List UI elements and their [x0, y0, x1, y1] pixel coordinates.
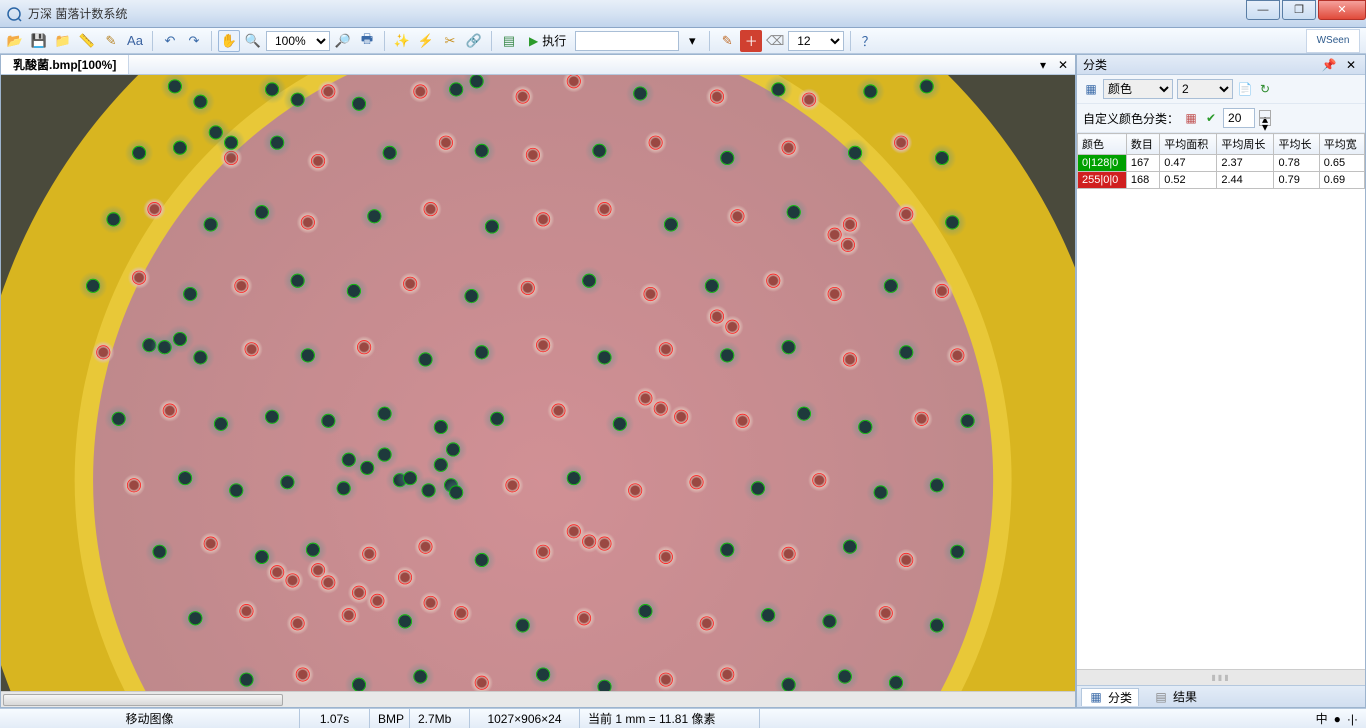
table-header[interactable]: 平均面积 — [1160, 134, 1217, 155]
separator — [709, 31, 710, 51]
separator — [152, 31, 153, 51]
open-icon[interactable]: 📂 — [4, 30, 26, 52]
redo-icon[interactable]: ↷ — [183, 30, 205, 52]
titlebar: 万深 菌落计数系统 — ❐ ✕ — [0, 0, 1366, 28]
list-icon: ▤ — [1153, 689, 1169, 705]
separator — [211, 31, 212, 51]
print-icon[interactable]: 🖶 — [356, 30, 378, 52]
pin-icon[interactable]: 📌 — [1321, 57, 1337, 73]
run-label: 执行 — [542, 32, 566, 49]
edit2-icon[interactable]: ✎ — [716, 30, 738, 52]
class-count-select[interactable]: 2 — [1177, 79, 1233, 99]
classification-table: 颜色数目平均面积平均周长平均长平均宽 0|128|01670.472.370.7… — [1077, 133, 1365, 189]
panel-title: 分类 — [1083, 56, 1107, 73]
run-button[interactable]: ▶ 执行 — [522, 30, 573, 52]
panel-close-icon[interactable]: ✕ — [1343, 57, 1359, 73]
add-icon[interactable]: ＋ — [740, 30, 762, 52]
document-tabs: 乳酸菌.bmp[100%] ▾ ✕ — [1, 55, 1075, 75]
status-filesize: 2.7Mb — [410, 709, 470, 728]
ime-indicator[interactable]: 中 ● ·|· — [1308, 710, 1366, 727]
eraser-icon[interactable]: ⌫ — [764, 30, 786, 52]
refresh-icon[interactable]: ↻ — [1257, 81, 1273, 97]
sheet-icon[interactable]: ▤ — [498, 30, 520, 52]
ruler-icon[interactable]: 📏 — [76, 30, 98, 52]
zoom-icon[interactable]: 🔍 — [242, 30, 264, 52]
table-header[interactable]: 平均宽 — [1319, 134, 1364, 155]
panel-titlebar: 分类 📌 ✕ — [1077, 55, 1365, 75]
horizontal-scrollbar[interactable] — [1, 691, 1075, 707]
table-row[interactable]: 255|0|01680.522.440.790.69 — [1078, 172, 1365, 189]
custom-value-input[interactable] — [1223, 108, 1255, 128]
close-button[interactable]: ✕ — [1318, 0, 1366, 20]
custom-row: 自定义颜色分类： ▦ ✔ ▴ ▾ — [1077, 104, 1365, 133]
measure-icon[interactable]: ✂ — [439, 30, 461, 52]
number-select[interactable]: 12 — [788, 31, 844, 51]
table-header[interactable]: 平均周长 — [1217, 134, 1274, 155]
zoom-fit-icon[interactable]: 🔎 — [332, 30, 354, 52]
dropdown-icon[interactable]: ▾ — [681, 30, 703, 52]
table-header[interactable]: 平均长 — [1274, 134, 1319, 155]
status-time: 1.07s — [300, 709, 370, 728]
copy-icon[interactable]: 📄 — [1237, 81, 1253, 97]
undo-icon[interactable]: ↶ — [159, 30, 181, 52]
document-tab[interactable]: 乳酸菌.bmp[100%] — [1, 55, 129, 74]
table-header[interactable]: 数目 — [1126, 134, 1159, 155]
check-icon[interactable]: ✔ — [1203, 110, 1219, 126]
tab-menu-icon[interactable]: ▾ — [1035, 57, 1051, 73]
ime-dot-icon: ● — [1334, 712, 1341, 726]
document-tab-label: 乳酸菌.bmp[100%] — [13, 56, 116, 73]
panel-hscrollbar[interactable] — [1077, 669, 1365, 685]
link-icon[interactable]: 🔗 — [463, 30, 485, 52]
vendor-logo: WSeen — [1306, 29, 1360, 53]
canvas-panel: 乳酸菌.bmp[100%] ▾ ✕ — [0, 54, 1076, 708]
tab-results[interactable]: ▤结果 — [1147, 688, 1203, 705]
main-area: 乳酸菌.bmp[100%] ▾ ✕ 分类 📌 ✕ — [0, 54, 1366, 708]
spin-up-icon[interactable]: ▴ — [1259, 110, 1271, 118]
tab-classification[interactable]: ▦分类 — [1081, 688, 1139, 706]
camera-open-icon[interactable]: 📁 — [52, 30, 74, 52]
table-header[interactable]: 颜色 — [1078, 134, 1127, 155]
save-icon[interactable]: 💾 — [28, 30, 50, 52]
pan-icon[interactable]: ✋ — [218, 30, 240, 52]
separator — [850, 31, 851, 51]
mode-select[interactable]: 颜色 — [1103, 79, 1173, 99]
wand-icon[interactable]: ✨ — [391, 30, 413, 52]
text-icon[interactable]: Aa — [124, 30, 146, 52]
image-canvas[interactable] — [1, 75, 1075, 691]
ime-switch-icon: ·|· — [1347, 712, 1358, 726]
spin-down-icon[interactable]: ▾ — [1259, 118, 1271, 126]
wand2-icon[interactable]: ⚡ — [415, 30, 437, 52]
help-icon[interactable]: ？ — [857, 30, 879, 52]
status-scale: 当前 1 mm = 11.81 像素 — [580, 709, 760, 728]
table-row[interactable]: 0|128|01670.472.370.780.65 — [1078, 155, 1365, 172]
app-icon — [6, 6, 22, 22]
petri-image — [1, 75, 1075, 691]
minimize-button[interactable]: — — [1246, 0, 1280, 20]
play-icon: ▶ — [529, 34, 538, 48]
status-mode: 移动图像 — [0, 709, 300, 728]
data-table-container: 颜色数目平均面积平均周长平均长平均宽 0|128|01670.472.370.7… — [1077, 133, 1365, 669]
main-toolbar: 📂 💾 📁 📏 ✎ Aa ↶ ↷ ✋ 🔍 100% 🔎 🖶 ✨ ⚡ ✂ 🔗 ▤ … — [0, 28, 1366, 54]
classification-panel: 分类 📌 ✕ ▦ 颜色 2 📄 ↻ 自定义颜色分类： ▦ ✔ ▴ ▾ 颜色数 — [1076, 54, 1366, 708]
custom-label: 自定义颜色分类： — [1083, 110, 1179, 127]
grid-icon: ▦ — [1083, 81, 1099, 97]
edit-icon[interactable]: ✎ — [100, 30, 122, 52]
panel-tabs: ▦分类 ▤结果 — [1077, 685, 1365, 707]
palette-icon[interactable]: ▦ — [1183, 110, 1199, 126]
statusbar: 移动图像 1.07s BMP 2.7Mb 1027×906×24 当前 1 mm… — [0, 708, 1366, 728]
chart-icon: ▦ — [1088, 689, 1104, 705]
doc-close-icon[interactable]: ✕ — [1055, 57, 1071, 73]
separator — [384, 31, 385, 51]
window-controls: — ❐ ✕ — [1244, 0, 1366, 20]
separator — [491, 31, 492, 51]
maximize-button[interactable]: ❐ — [1282, 0, 1316, 20]
status-dimensions: 1027×906×24 — [470, 709, 580, 728]
zoom-select[interactable]: 100% — [266, 31, 330, 51]
command-input[interactable] — [575, 31, 679, 51]
window-title: 万深 菌落计数系统 — [28, 5, 1244, 22]
selector-row: ▦ 颜色 2 📄 ↻ — [1077, 75, 1365, 104]
status-format: BMP — [370, 709, 410, 728]
